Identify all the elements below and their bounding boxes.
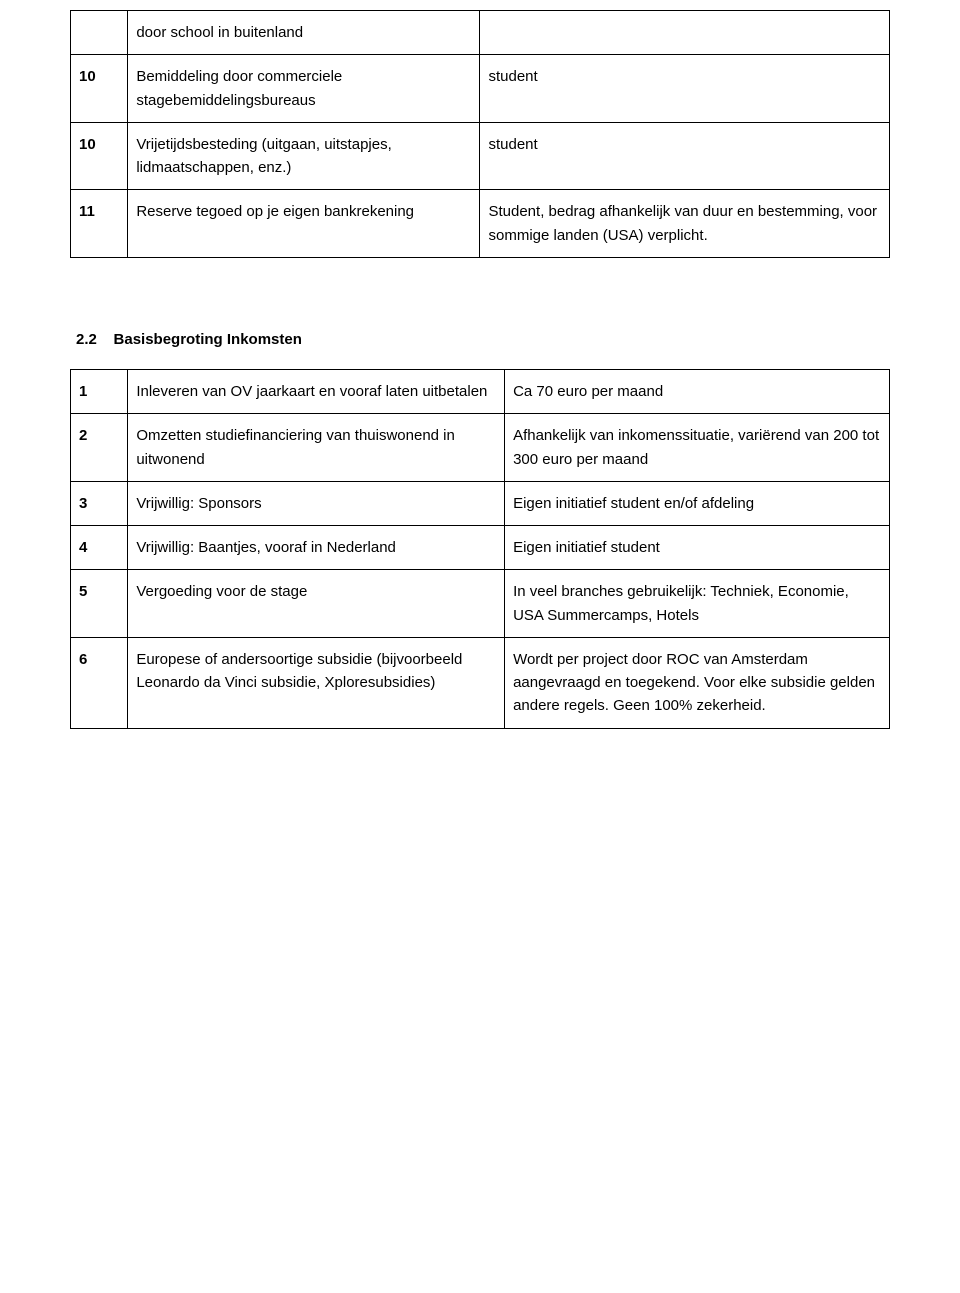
- row-note: student: [480, 55, 890, 123]
- table-row: 2 Omzetten studiefinanciering van thuisw…: [71, 414, 890, 482]
- table-row: 10 Bemiddeling door commerciele stagebem…: [71, 55, 890, 123]
- row-note: Eigen initiatief student en/of afdeling: [505, 481, 890, 525]
- row-description: Vrijetijdsbesteding (uitgaan, uitstapjes…: [128, 122, 480, 190]
- table-row: door school in buitenland: [71, 11, 890, 55]
- table-row: 3 Vrijwillig: Sponsors Eigen initiatief …: [71, 481, 890, 525]
- section-heading: 2.2 Basisbegroting Inkomsten: [76, 328, 890, 351]
- row-description: Omzetten studiefinanciering van thuiswon…: [128, 414, 505, 482]
- row-description: Vergoeding voor de stage: [128, 570, 505, 638]
- budget-table-1: door school in buitenland 10 Bemiddeling…: [70, 10, 890, 258]
- row-note: Student, bedrag afhankelijk van duur en …: [480, 190, 890, 258]
- table-row: 5 Vergoeding voor de stage In veel branc…: [71, 570, 890, 638]
- row-note: Wordt per project door ROC van Amsterdam…: [505, 637, 890, 728]
- table-row: 11 Reserve tegoed op je eigen bankrekeni…: [71, 190, 890, 258]
- row-note: Eigen initiatief student: [505, 526, 890, 570]
- row-note: student: [480, 122, 890, 190]
- row-number: 2: [71, 414, 128, 482]
- row-note: In veel branches gebruikelijk: Techniek,…: [505, 570, 890, 638]
- row-description: Bemiddeling door commerciele stagebemidd…: [128, 55, 480, 123]
- row-note: Afhankelijk van inkomenssituatie, variër…: [505, 414, 890, 482]
- row-number: 4: [71, 526, 128, 570]
- table-row: 6 Europese of andersoortige subsidie (bi…: [71, 637, 890, 728]
- row-description: door school in buitenland: [128, 11, 480, 55]
- row-number: 1: [71, 370, 128, 414]
- row-description: Inleveren van OV jaarkaart en vooraf lat…: [128, 370, 505, 414]
- row-number: 3: [71, 481, 128, 525]
- row-number: 10: [71, 55, 128, 123]
- row-number: 5: [71, 570, 128, 638]
- table-row: 4 Vrijwillig: Baantjes, vooraf in Nederl…: [71, 526, 890, 570]
- row-number: 11: [71, 190, 128, 258]
- row-number: [71, 11, 128, 55]
- budget-table-2: 1 Inleveren van OV jaarkaart en vooraf l…: [70, 369, 890, 729]
- table-row: 10 Vrijetijdsbesteding (uitgaan, uitstap…: [71, 122, 890, 190]
- row-description: Reserve tegoed op je eigen bankrekening: [128, 190, 480, 258]
- row-note: [480, 11, 890, 55]
- row-description: Europese of andersoortige subsidie (bijv…: [128, 637, 505, 728]
- row-number: 6: [71, 637, 128, 728]
- row-number: 10: [71, 122, 128, 190]
- row-description: Vrijwillig: Baantjes, vooraf in Nederlan…: [128, 526, 505, 570]
- row-note: Ca 70 euro per maand: [505, 370, 890, 414]
- row-description: Vrijwillig: Sponsors: [128, 481, 505, 525]
- table-row: 1 Inleveren van OV jaarkaart en vooraf l…: [71, 370, 890, 414]
